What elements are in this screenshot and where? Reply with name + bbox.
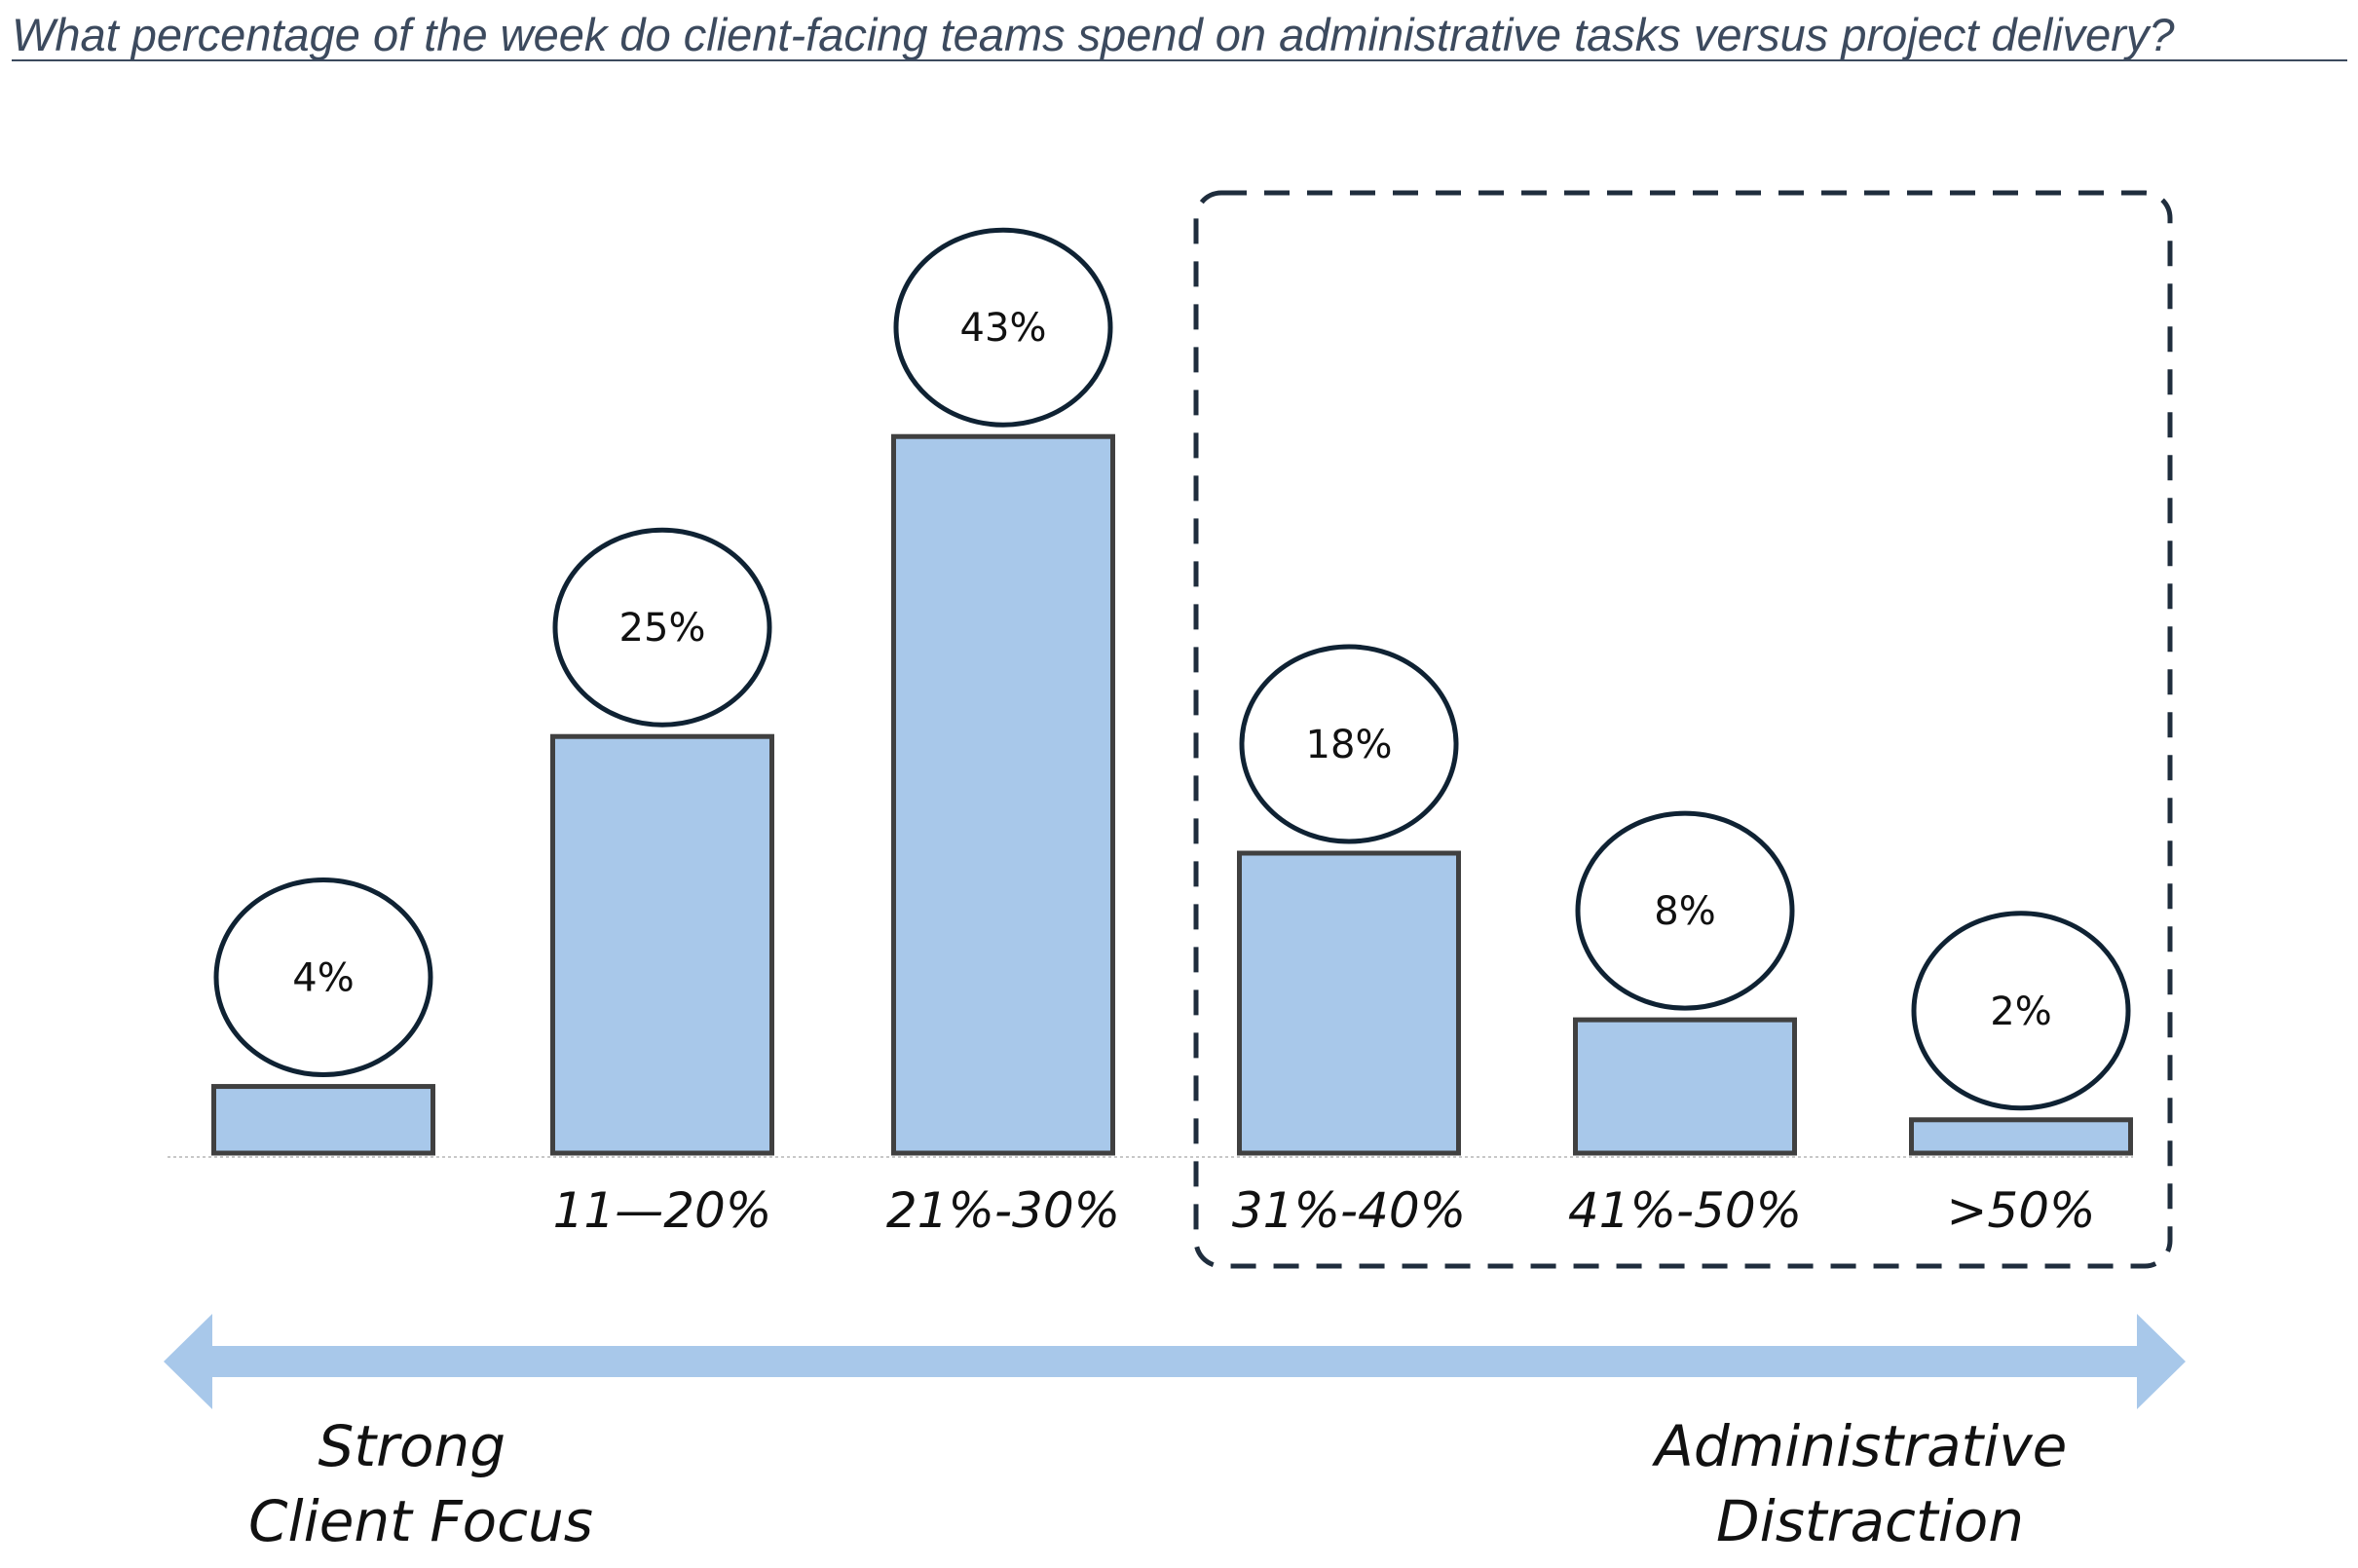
value-label-2: 43% <box>960 306 1047 351</box>
bar-1 <box>550 733 774 1156</box>
category-label-1: 11—20% <box>553 1182 772 1239</box>
left-end-label: Strong Client Focus <box>248 1413 593 1554</box>
bar-4 <box>1573 1017 1797 1156</box>
bar-0 <box>211 1084 435 1156</box>
right-end-label: Administrative Distraction <box>1651 1413 2085 1554</box>
chart-title: What percentage of the week do client-fa… <box>12 9 2175 60</box>
value-bubble-3 <box>1239 644 1459 844</box>
value-bubble-0 <box>213 877 433 1078</box>
left-end-label-line-2: Client Focus <box>248 1488 593 1554</box>
category-labels: 11—20% 21%-30% 31%-40% 41%-50% >50% <box>553 1182 2096 1239</box>
value-bubble-4 <box>1575 810 1795 1011</box>
value-label-3: 18% <box>1306 723 1393 767</box>
value-label-1: 25% <box>619 606 706 651</box>
value-label-4: 8% <box>1654 889 1715 934</box>
highlight-box <box>1193 190 2173 1269</box>
value-label-0: 4% <box>292 956 354 1001</box>
bar-3 <box>1237 850 1461 1156</box>
double-arrow <box>164 1314 2186 1409</box>
bar-2 <box>891 433 1115 1156</box>
bar-5 <box>1909 1117 2133 1156</box>
value-bubble-2 <box>893 227 1113 428</box>
category-label-3: 31%-40% <box>1232 1182 1466 1239</box>
bars <box>211 433 2133 1156</box>
value-bubbles: 4% 25% 43% 18% 8% 2% <box>213 227 2131 1111</box>
right-end-label-line-2: Distraction <box>1716 1488 2024 1554</box>
left-end-label-line-1: Strong <box>318 1413 505 1479</box>
category-label-5: >50% <box>1946 1182 2095 1239</box>
value-bubble-1 <box>552 527 772 728</box>
category-label-4: 41%-50% <box>1568 1182 1802 1239</box>
right-end-label-line-1: Administrative <box>1651 1413 2067 1479</box>
value-bubble-5 <box>1911 911 2131 1111</box>
value-label-5: 2% <box>1990 989 2051 1034</box>
category-label-2: 21%-30% <box>886 1182 1120 1239</box>
